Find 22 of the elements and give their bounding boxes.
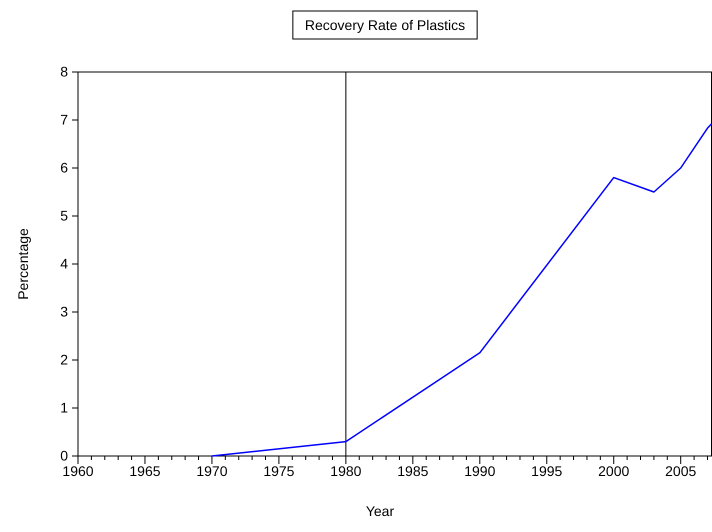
- y-tick-label: 3: [60, 303, 68, 320]
- x-tick-label: 2000: [598, 462, 630, 479]
- y-tick-label: 8: [60, 63, 68, 80]
- x-tick-label: 1970: [196, 462, 228, 479]
- y-tick-label: 5: [60, 207, 68, 224]
- y-tick-label: 0: [60, 447, 68, 464]
- x-tick-label: 1995: [531, 462, 563, 479]
- y-tick-label: 4: [60, 255, 68, 272]
- y-tick-label: 6: [60, 159, 68, 176]
- x-tick-label: 2005: [665, 462, 696, 479]
- y-tick-label: 2: [60, 351, 68, 368]
- x-tick-label: 1975: [263, 462, 295, 479]
- x-tick-label: 1960: [62, 462, 94, 479]
- y-tick-label: 7: [60, 111, 68, 128]
- x-tick-label: 1965: [129, 462, 161, 479]
- x-tick-label: 1980: [330, 462, 362, 479]
- x-tick-label: 1985: [397, 462, 429, 479]
- chart-title: Recovery Rate of Plastics: [304, 17, 466, 33]
- x-tick-label: 1990: [464, 462, 496, 479]
- y-tick-label: 1: [60, 399, 68, 416]
- x-axis-title: Year: [366, 503, 394, 519]
- y-axis-title: Percentage: [15, 228, 31, 300]
